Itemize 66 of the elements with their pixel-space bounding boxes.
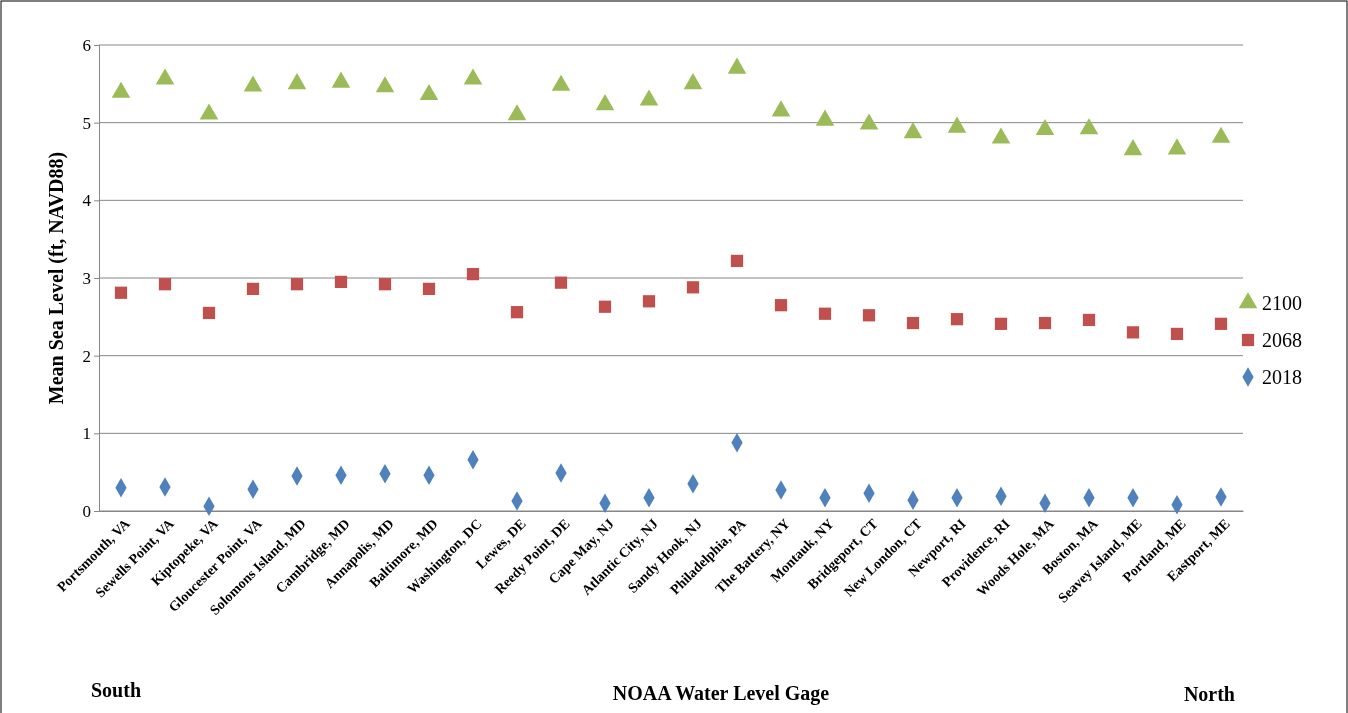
point: [378, 278, 392, 291]
point: [111, 81, 131, 98]
point: [683, 73, 703, 90]
y-tick-label: 1: [82, 424, 91, 444]
y-tick-label: 6: [82, 35, 91, 55]
point: [1170, 327, 1184, 341]
x-axis-title: NOAA Water Level Gage: [612, 682, 830, 705]
point: [1038, 316, 1052, 330]
point: [419, 83, 439, 101]
point: [510, 306, 524, 319]
point: [551, 74, 571, 91]
y-tick-label: 2: [82, 346, 91, 366]
point: [730, 254, 744, 268]
point: [155, 68, 175, 85]
point: [290, 278, 304, 291]
y-axis-title: Mean Sea Level (ft, NAVD88): [45, 151, 68, 405]
point: [642, 295, 656, 308]
point: [1167, 138, 1187, 155]
point: [463, 68, 483, 85]
text: North: [1183, 683, 1235, 705]
point: [727, 57, 747, 74]
point: [554, 276, 568, 289]
point: [991, 127, 1011, 144]
point: [375, 76, 395, 93]
point: [1035, 118, 1055, 136]
point: [947, 116, 967, 133]
point: [639, 89, 659, 106]
point: [598, 300, 612, 313]
point: [1082, 313, 1096, 327]
point: [1079, 118, 1099, 135]
point: [1123, 139, 1143, 156]
point: [466, 267, 480, 281]
legend-label: 2100: [1262, 292, 1302, 314]
point: [202, 306, 216, 320]
point: [1211, 126, 1231, 143]
point: [774, 299, 788, 312]
legend-label: 2018: [1262, 366, 1302, 388]
point: [114, 286, 128, 299]
point: [158, 278, 172, 291]
point: [862, 309, 876, 322]
point: [199, 103, 219, 120]
point: [859, 113, 879, 130]
point: [686, 281, 700, 294]
point: [1214, 317, 1228, 330]
point: [246, 282, 260, 295]
point: [287, 73, 307, 90]
point: [1126, 326, 1140, 339]
point: [422, 282, 436, 295]
point: [815, 109, 835, 126]
point: [334, 275, 348, 289]
y-tick-label: 4: [82, 191, 92, 211]
text: South: [91, 679, 142, 701]
legend-label: 2068: [1262, 329, 1302, 351]
y-tick-label: 0: [82, 501, 91, 521]
point: [595, 94, 615, 111]
point: [950, 313, 964, 326]
point: [903, 122, 923, 139]
point: [906, 316, 920, 330]
point: [771, 100, 791, 117]
point: [507, 104, 527, 121]
y-tick-label: 5: [82, 113, 91, 133]
point: [243, 75, 263, 92]
point: [818, 307, 832, 320]
point: [331, 71, 351, 88]
y-tick-label: 3: [82, 268, 91, 288]
point: [994, 317, 1008, 330]
